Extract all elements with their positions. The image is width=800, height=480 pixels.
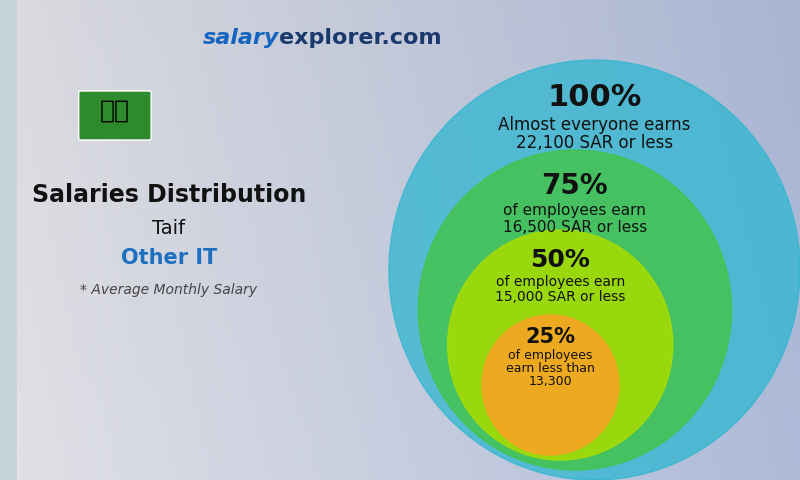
Text: of employees earn: of employees earn: [503, 203, 646, 217]
Text: 13,300: 13,300: [529, 374, 572, 387]
Text: salary: salary: [203, 28, 279, 48]
Text: 50%: 50%: [530, 248, 590, 272]
Text: of employees earn: of employees earn: [496, 275, 625, 289]
Text: 15,000 SAR or less: 15,000 SAR or less: [495, 290, 626, 304]
Text: of employees: of employees: [508, 348, 593, 361]
Text: earn less than: earn less than: [506, 361, 595, 374]
Text: 16,500 SAR or less: 16,500 SAR or less: [502, 219, 647, 235]
Text: Almost everyone earns: Almost everyone earns: [498, 116, 690, 134]
Text: Taif: Taif: [152, 218, 186, 238]
Text: Salaries Distribution: Salaries Distribution: [31, 183, 306, 207]
Text: 75%: 75%: [542, 172, 608, 200]
Text: 25%: 25%: [526, 327, 575, 347]
Text: 22,100 SAR or less: 22,100 SAR or less: [516, 134, 673, 152]
Circle shape: [482, 315, 619, 455]
FancyBboxPatch shape: [78, 91, 151, 140]
Text: 🇸🇦: 🇸🇦: [100, 99, 130, 123]
Circle shape: [418, 150, 731, 470]
Circle shape: [448, 230, 673, 460]
Text: * Average Monthly Salary: * Average Monthly Salary: [80, 283, 258, 297]
Text: Other IT: Other IT: [121, 248, 217, 268]
Text: 100%: 100%: [547, 84, 642, 112]
Text: explorer.com: explorer.com: [279, 28, 442, 48]
Circle shape: [389, 60, 800, 480]
